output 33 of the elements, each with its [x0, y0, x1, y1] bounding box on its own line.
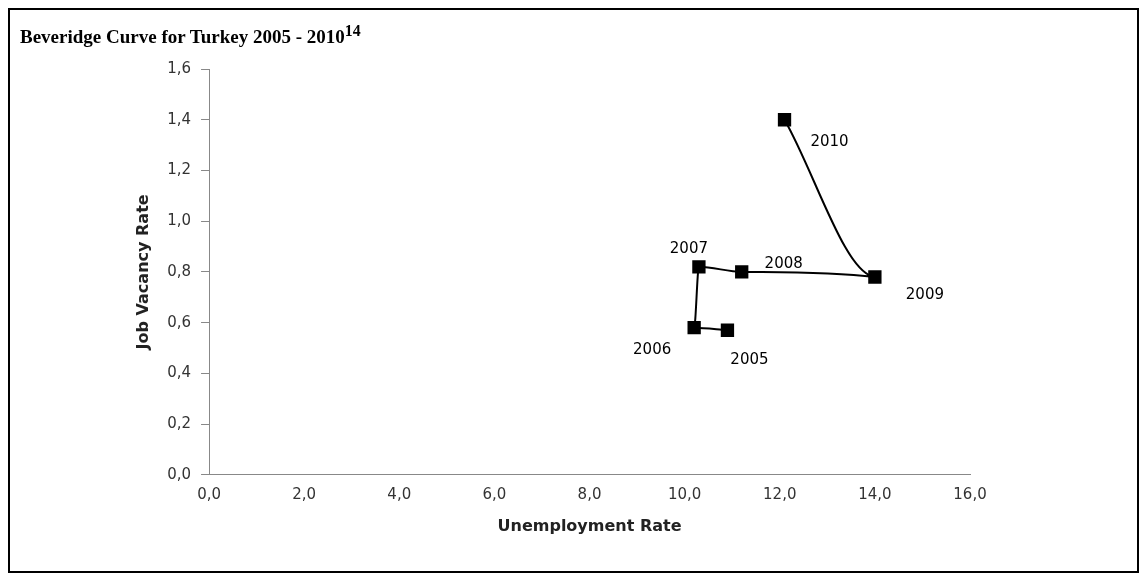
x-tick-label: 0,0 [197, 484, 221, 503]
annotation: 2010 [810, 131, 849, 150]
y-tick-label: 0,4 [167, 363, 192, 382]
point [735, 265, 749, 279]
annotation: 2009 [905, 284, 944, 303]
x-tick-label: 8,0 [577, 484, 602, 503]
x-tick-label: 6,0 [482, 484, 507, 503]
x-tick-label: 14,0 [858, 484, 892, 503]
point [777, 113, 792, 127]
y-tick-label: 0,0 [167, 464, 192, 483]
chart-title: Beveridge Curve for Turkey 2005 - 2010$^{14}$ [20, 22, 361, 49]
x-tick-label: 10,0 [667, 484, 702, 503]
point [868, 270, 882, 284]
y-tick-label: 1,4 [167, 109, 192, 128]
x-tick-label: 16,0 [953, 484, 987, 503]
annotation: 2008 [764, 253, 803, 272]
y-tick-label: 0,2 [167, 413, 192, 432]
point [692, 260, 706, 274]
y-tick-label: 1,6 [167, 58, 192, 77]
y-tick-label: 0,8 [167, 261, 192, 280]
x-axis-title: Unemployment Rate [497, 515, 682, 535]
x-tick-label: 4,0 [387, 484, 412, 503]
annotation: 2007 [669, 238, 709, 257]
y-tick-label: 1,0 [167, 211, 192, 230]
annotation: 2006 [633, 339, 672, 358]
point [687, 321, 701, 335]
y-axis-title: Job Vacancy Rate [132, 194, 152, 351]
x-tick-label: 12,0 [763, 484, 797, 503]
x-tick-label: 2,0 [292, 484, 317, 503]
point [720, 323, 735, 337]
y-tick-label: 1,2 [167, 160, 192, 179]
y-tick-label: 0,6 [167, 312, 192, 331]
annotation: 2005 [730, 350, 769, 369]
